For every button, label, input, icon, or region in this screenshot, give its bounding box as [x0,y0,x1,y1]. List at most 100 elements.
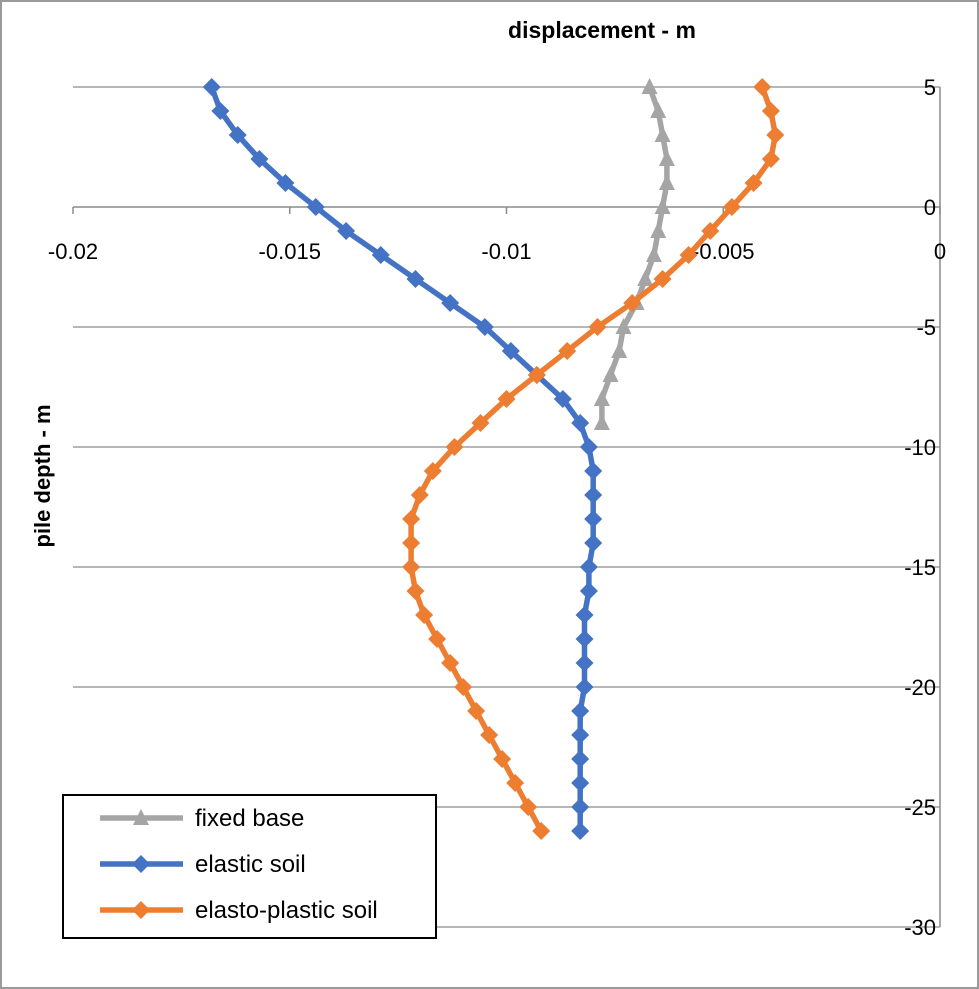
data-point [571,702,590,720]
data-point [611,342,628,358]
data-point [441,654,460,672]
data-point [658,150,675,166]
data-point [571,750,590,768]
data-point [415,606,434,624]
data-point [641,78,658,94]
data-point [410,486,429,504]
data-point [228,126,247,144]
data-point [445,438,464,456]
data-point [527,366,546,384]
data-point [402,510,421,528]
data-point [654,126,671,142]
data-point [571,726,590,744]
x-tick-labels: -0.02 -0.015 -0.01 -0.005 0 [48,239,946,264]
data-point [471,414,490,432]
axes [72,87,941,927]
data-point [467,702,486,720]
data-point [593,390,610,406]
x-tick-label: -0.015 [259,239,321,264]
legend-label: fixed base [195,805,304,832]
x-tick-label: -0.01 [481,239,531,264]
y-tick-label: 0 [924,195,936,220]
data-point [371,246,390,264]
data-point [571,774,590,792]
data-point [650,102,667,118]
data-point [602,366,619,382]
data-point [766,126,785,144]
data-point [615,318,632,334]
data-point [579,582,598,600]
series-elasto-plastic-soil [402,78,785,840]
data-point [584,534,603,552]
data-point [423,462,442,480]
legend-marker [133,809,149,825]
data-point [584,462,603,480]
data-point [276,174,295,192]
data-point [571,822,590,840]
data-point [679,246,698,264]
data-point [519,798,538,816]
chart-title: displacement - m [508,17,696,43]
series-fixed-base [593,78,675,430]
data-point [571,798,590,816]
data-point [623,294,642,312]
data-point [493,750,512,768]
series-group [202,78,785,840]
data-point [588,318,607,336]
data-point [575,606,594,624]
y-tick-label: -10 [904,435,936,460]
data-point [654,198,671,214]
data-point [497,390,516,408]
series-line [209,86,596,831]
data-point [406,270,425,288]
data-point [506,774,525,792]
data-point [454,678,473,696]
data-point [658,174,675,190]
data-point [761,150,780,168]
data-point [553,390,572,408]
data-point [701,222,720,240]
legend-marker [132,901,150,919]
data-point [584,486,603,504]
data-point [480,726,499,744]
data-point [761,102,780,120]
data-point [579,438,598,456]
y-tick-label: -5 [916,315,936,340]
data-point [637,270,654,286]
data-point [571,414,590,432]
data-point [579,558,598,576]
data-point [584,510,603,528]
y-tick-label: -15 [904,555,936,580]
data-point [202,78,221,96]
data-point [575,630,594,648]
data-point [501,342,520,360]
data-point [753,78,772,96]
data-point [558,342,577,360]
y-tick-label: -25 [904,795,936,820]
data-point [722,198,741,216]
data-point [532,822,551,840]
data-point [593,414,610,430]
y-tick-labels: 5 0 -5 -10 -15 -20 -25 -30 [904,75,936,940]
legend-marker [132,855,150,873]
data-point [337,222,356,240]
legend-label: elastic soil [195,851,306,878]
data-point [428,630,447,648]
data-point [211,102,230,120]
data-point [653,270,672,288]
legend: fixed base elastic soil elasto-plastic soi… [62,794,437,939]
x-tick-label: 0 [934,239,946,264]
data-point [650,222,667,238]
data-point [645,246,662,262]
y-tick-label: -20 [904,675,936,700]
data-point [744,174,763,192]
data-point [441,294,460,312]
data-point [575,678,594,696]
series-elastic-soil [202,78,603,840]
data-point [406,582,425,600]
data-point [402,558,421,576]
y-axis-label: pile depth - m [30,405,55,548]
legend-label: elasto-plastic soil [195,897,378,924]
data-point [306,198,325,216]
